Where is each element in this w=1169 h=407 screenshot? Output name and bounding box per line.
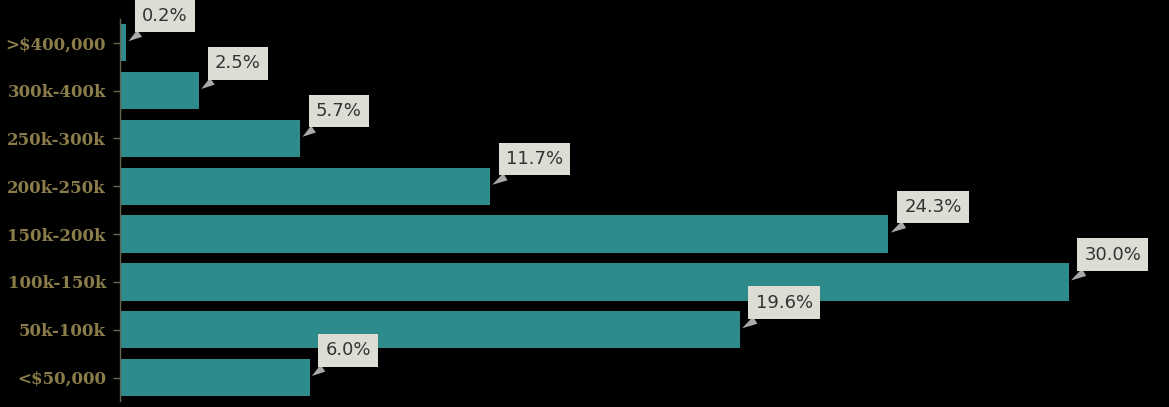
Bar <box>120 359 310 396</box>
Text: 30.0%: 30.0% <box>1071 246 1141 280</box>
Bar <box>120 263 1068 300</box>
Text: 5.7%: 5.7% <box>303 102 362 137</box>
Bar <box>120 24 126 61</box>
Text: 2.5%: 2.5% <box>201 55 261 89</box>
Text: 19.6%: 19.6% <box>742 293 812 328</box>
Bar <box>120 72 199 109</box>
Text: 24.3%: 24.3% <box>891 198 962 233</box>
Text: 11.7%: 11.7% <box>492 150 562 185</box>
Bar <box>120 215 888 253</box>
Text: 0.2%: 0.2% <box>129 7 188 41</box>
Text: 6.0%: 6.0% <box>312 341 371 376</box>
Bar <box>120 311 740 348</box>
Bar <box>120 168 490 205</box>
Bar <box>120 120 300 157</box>
